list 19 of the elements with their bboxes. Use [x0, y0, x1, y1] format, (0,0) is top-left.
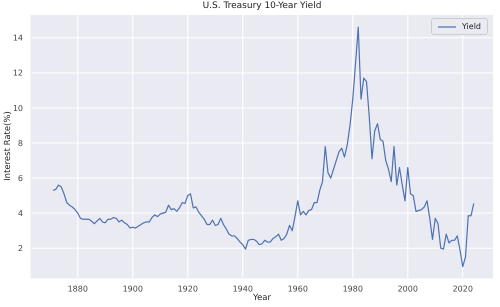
y-axis-title: Interest Rate(%) — [3, 111, 13, 181]
x-tick-label: 1960 — [288, 284, 308, 294]
y-tick-label: 10 — [12, 104, 23, 113]
x-tick-label: 2000 — [398, 284, 418, 294]
y-tick-label: 8 — [18, 138, 23, 148]
chart-title: U.S. Treasury 10-Year Yield — [202, 1, 322, 11]
x-tick-label: 1940 — [232, 284, 253, 294]
y-tick-label: 6 — [18, 174, 23, 183]
x-tick-label: 1900 — [122, 284, 143, 294]
x-tick-label: 1880 — [68, 284, 88, 294]
x-tick-label: 2020 — [452, 284, 473, 294]
legend-label: Yield — [462, 22, 481, 31]
y-tick-label: 2 — [18, 244, 23, 254]
y-tick-label: 4 — [18, 208, 23, 218]
x-tick-label: 1980 — [342, 284, 363, 294]
x-axis-title: Year — [252, 293, 272, 303]
y-tick-label: 14 — [12, 34, 23, 43]
x-tick-label: 1920 — [178, 284, 198, 294]
y-tick-label: 12 — [12, 68, 23, 78]
